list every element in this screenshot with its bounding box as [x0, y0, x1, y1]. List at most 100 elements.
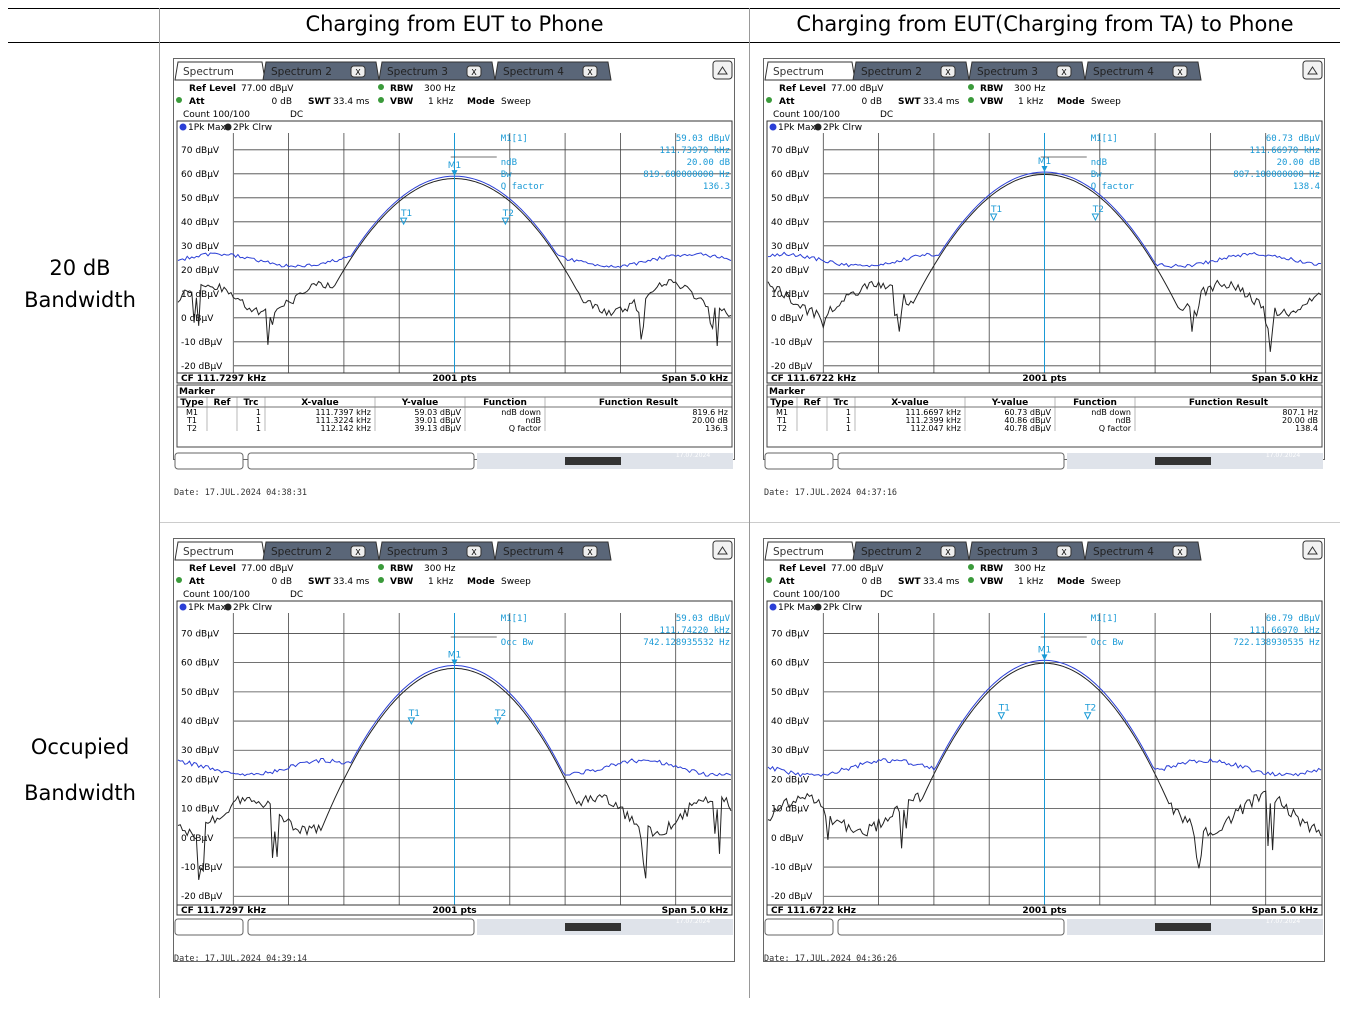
table-col-header: X-value [891, 398, 928, 408]
t1-marker-icon [407, 717, 416, 725]
span-value: Span 5.0 kHz [662, 906, 728, 916]
y-tick-label: 30 dBµV [181, 242, 220, 252]
bw-label: Bw [1091, 170, 1102, 180]
tab-4[interactable]: Spectrum 4 X [1084, 541, 1202, 561]
table-cell: 138.4 [1295, 424, 1318, 433]
tab-close-icon [350, 545, 366, 558]
tab-label: Spectrum 3 [387, 546, 448, 558]
rbw-label: RBW [390, 84, 413, 94]
tab-close-icon [350, 65, 366, 78]
tab-1[interactable]: Spectrum [174, 541, 266, 561]
table-cell: Q factor [509, 424, 542, 433]
rbw-value: 300 Hz [424, 564, 456, 574]
coupling-value: DC [290, 110, 303, 120]
tab-close-label: X [945, 548, 951, 557]
tab-2[interactable]: Spectrum 2 X [852, 61, 970, 81]
tab-close-icon [582, 545, 598, 558]
table-cell: Q factor [1099, 424, 1132, 433]
y-tick-label: 30 dBµV [771, 242, 810, 252]
marker-table-title: Marker [179, 387, 215, 397]
t2-tag: T2 [494, 709, 506, 719]
table-cell: 112.142 kHz [321, 424, 371, 433]
coupling-value: DC [880, 590, 893, 600]
tab-4[interactable]: Spectrum 4 X [1084, 61, 1202, 81]
tab-close-icon [940, 65, 956, 78]
y-tick-label: 40 dBµV [181, 717, 220, 727]
trace2-legend: 2Pk Clrw [233, 123, 272, 133]
tab-label: Spectrum 2 [271, 546, 332, 558]
q-value: 136.3 [703, 182, 730, 192]
t1-tag: T1 [998, 704, 1010, 714]
rbw-dot [378, 564, 384, 570]
keyboard-icon [1302, 540, 1323, 560]
t1-tag: T1 [408, 709, 420, 719]
occ-label: Occ Bw [1091, 638, 1124, 648]
table-cell: 40.78 dBµV [1004, 424, 1051, 433]
progress-indicator [1155, 457, 1211, 465]
vbw-label: VBW [390, 577, 413, 587]
t1-marker-icon [997, 712, 1006, 720]
header-bottom-border [8, 42, 1340, 43]
tab-shape [378, 61, 496, 81]
tab-3[interactable]: Spectrum 3 X [968, 61, 1086, 81]
rbw-label: RBW [980, 564, 1003, 574]
t2-marker-icon [1091, 213, 1100, 222]
tab-close-label: X [355, 68, 361, 77]
table-col-header: Trc [244, 398, 259, 408]
table-cell: 1 [256, 424, 261, 433]
triangle-icon [1307, 66, 1318, 75]
count-value: Count 100/100 [183, 110, 250, 120]
tab-2[interactable]: Spectrum 2 X [852, 541, 970, 561]
tab-1[interactable]: Spectrum [764, 541, 856, 561]
mode-value: Sweep [1091, 97, 1121, 107]
vbw-dot [968, 577, 974, 583]
t1-tag: T1 [990, 205, 1002, 215]
tab-close-icon [1056, 65, 1072, 78]
rbw-value: 300 Hz [1014, 564, 1046, 574]
status-field-1 [174, 452, 244, 470]
y-tick-label: 50 dBµV [771, 688, 810, 698]
trace2-legend-dot [224, 123, 232, 131]
tab-shape [852, 541, 970, 561]
att-label: Att [779, 577, 795, 587]
tab-3[interactable]: Spectrum 3 X [968, 541, 1086, 561]
tab-1[interactable]: Spectrum [764, 61, 856, 81]
tab-close-label: X [355, 548, 361, 557]
panel-svg: Spectrum Spectrum 2 X Spectrum 3 X Spectrum 4… [173, 538, 735, 964]
y-tick-label: 0 dBµV [771, 834, 804, 844]
trace1-legend: 1Pk Max [778, 603, 817, 613]
tab-2[interactable]: Spectrum 2 X [262, 61, 380, 81]
table-col-header: Ref [804, 398, 821, 408]
tab-1[interactable]: Spectrum [174, 61, 266, 81]
sweep-points: 2001 pts [1022, 906, 1066, 916]
trace2-legend: 2Pk Clrw [823, 603, 862, 613]
att-value: 0 dB [862, 577, 882, 587]
tab-close-label: X [587, 68, 593, 77]
bw-value: 819.600000000 Hz [643, 170, 730, 180]
tab-label: Spectrum 3 [387, 66, 448, 78]
trace1-legend-dot [769, 603, 777, 611]
tab-label: Spectrum 3 [977, 66, 1038, 78]
tab-label: Spectrum 2 [861, 66, 922, 78]
count-value: Count 100/100 [773, 590, 840, 600]
rbw-label: RBW [980, 84, 1003, 94]
rbw-value: 300 Hz [1014, 84, 1046, 94]
tab-2[interactable]: Spectrum 2 X [262, 541, 380, 561]
ndb-label: ndB [501, 158, 517, 168]
t2-tag: T2 [1084, 704, 1096, 714]
swt-value: 33.4 ms [333, 577, 370, 587]
table-cell: 39.13 dBµV [414, 424, 461, 433]
tab-label: Spectrum 2 [271, 66, 332, 78]
trace2-legend-dot [814, 603, 822, 611]
q-label: Q factor [501, 182, 545, 192]
tab-3[interactable]: Spectrum 3 X [378, 61, 496, 81]
count-value: Count 100/100 [773, 110, 840, 120]
trace2-legend: 2Pk Clrw [233, 603, 272, 613]
vbw-value: 1 kHz [428, 577, 454, 587]
capture-date: Date: 17.JUL.2024 04:37:16 [764, 488, 897, 498]
tab-3[interactable]: Spectrum 3 X [378, 541, 496, 561]
y-tick-label: 60 dBµV [771, 170, 810, 180]
tab-4[interactable]: Spectrum 4 X [494, 541, 612, 561]
tab-4[interactable]: Spectrum 4 X [494, 61, 612, 81]
triangle-icon [717, 66, 728, 75]
